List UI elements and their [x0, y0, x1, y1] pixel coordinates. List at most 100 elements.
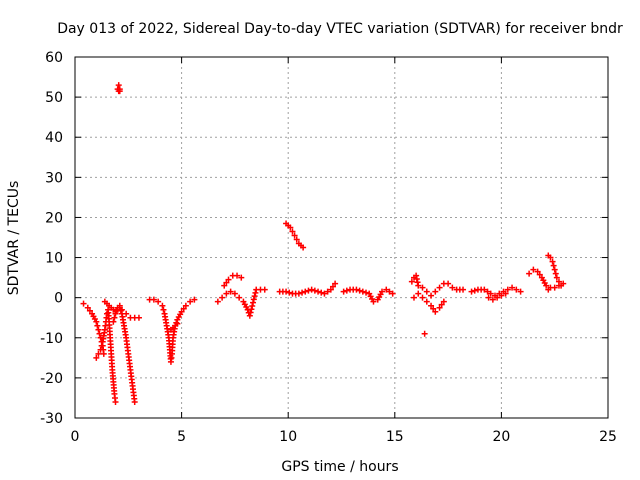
data-point [123, 310, 130, 317]
data-point [118, 306, 125, 313]
data-point [553, 274, 560, 281]
x-tick-label: 5 [177, 429, 186, 445]
data-point [558, 282, 565, 289]
data-point [178, 308, 185, 315]
data-point [379, 288, 386, 295]
data-point [96, 330, 103, 337]
series-arc7-lower [485, 290, 509, 303]
data-point [547, 254, 554, 261]
data-point [131, 398, 138, 405]
data-point [112, 398, 119, 405]
data-point [110, 318, 117, 325]
x-tick-label: 20 [492, 429, 510, 445]
data-point [363, 289, 370, 296]
data-point [321, 290, 328, 297]
data-point [236, 294, 243, 301]
data-point [359, 288, 366, 295]
data-point [471, 287, 478, 294]
data-point [93, 318, 100, 325]
data-point [302, 288, 309, 295]
data-point [150, 296, 157, 303]
data-point [555, 278, 562, 285]
data-point [550, 262, 557, 269]
y-tick-label: 20 [45, 210, 63, 226]
x-tick-label: 25 [599, 429, 617, 445]
data-point [534, 268, 541, 275]
data-point [332, 280, 339, 287]
data-point [160, 306, 167, 313]
data-point [308, 286, 315, 293]
data-point [468, 288, 475, 295]
series-arc3 [214, 286, 268, 319]
series-arc1-dip [93, 306, 119, 405]
data-point [415, 290, 422, 297]
x-tick-label: 0 [71, 429, 80, 445]
x-tick-label: 10 [279, 429, 297, 445]
data-point [214, 298, 221, 305]
data-point [116, 302, 123, 309]
data-point [173, 319, 180, 326]
data-point [311, 287, 318, 294]
data-point [481, 286, 488, 293]
data-points [80, 82, 567, 405]
data-point [100, 350, 107, 357]
data-point [225, 276, 232, 283]
data-point [513, 286, 520, 293]
x-axis-label: GPS time / hours [281, 459, 398, 475]
data-point [182, 302, 189, 309]
data-point [191, 296, 198, 303]
data-point [436, 304, 443, 311]
data-point [86, 307, 93, 314]
series-outlier [421, 330, 428, 337]
data-point [436, 284, 443, 291]
data-point [421, 330, 428, 337]
data-point [383, 286, 390, 293]
data-point [221, 282, 228, 289]
data-point [286, 289, 293, 296]
data-point [250, 299, 257, 306]
data-point [300, 244, 307, 251]
data-point [283, 288, 290, 295]
y-tick-label: 10 [45, 251, 63, 267]
data-point [353, 286, 360, 293]
series-arc5 [340, 286, 396, 305]
data-point [423, 288, 430, 295]
data-point [526, 270, 533, 277]
data-point [549, 258, 556, 265]
y-tick-label: -20 [40, 371, 63, 387]
data-point [135, 314, 142, 321]
data-point [97, 346, 104, 353]
data-point [428, 292, 435, 299]
series-arc4-low [276, 280, 339, 297]
data-point [250, 296, 257, 303]
data-point [419, 284, 426, 291]
data-point [498, 292, 505, 299]
y-tick-label: 30 [45, 170, 63, 186]
series-arc1-right [110, 302, 142, 325]
series-arc2 [146, 296, 198, 365]
data-point [324, 288, 331, 295]
data-point [94, 322, 101, 329]
data-point [415, 282, 422, 289]
data-point [329, 283, 336, 290]
y-axis-label: SDTVAR / TECUs [6, 181, 22, 296]
data-point [187, 298, 194, 305]
data-point [327, 286, 334, 293]
data-point [98, 342, 105, 349]
data-point [423, 298, 430, 305]
data-point [174, 320, 181, 327]
data-point [445, 280, 452, 287]
data-point [536, 271, 543, 278]
x-axis: 0 5 10 15 20 25 [71, 57, 617, 445]
series-spike [114, 82, 123, 95]
y-tick-label: 40 [45, 130, 63, 146]
data-point [449, 284, 456, 291]
data-point [293, 236, 300, 243]
data-point [238, 274, 245, 281]
data-point [251, 293, 258, 300]
data-point [234, 272, 241, 279]
data-point [249, 302, 256, 309]
data-point [318, 289, 325, 296]
data-point [502, 290, 509, 297]
